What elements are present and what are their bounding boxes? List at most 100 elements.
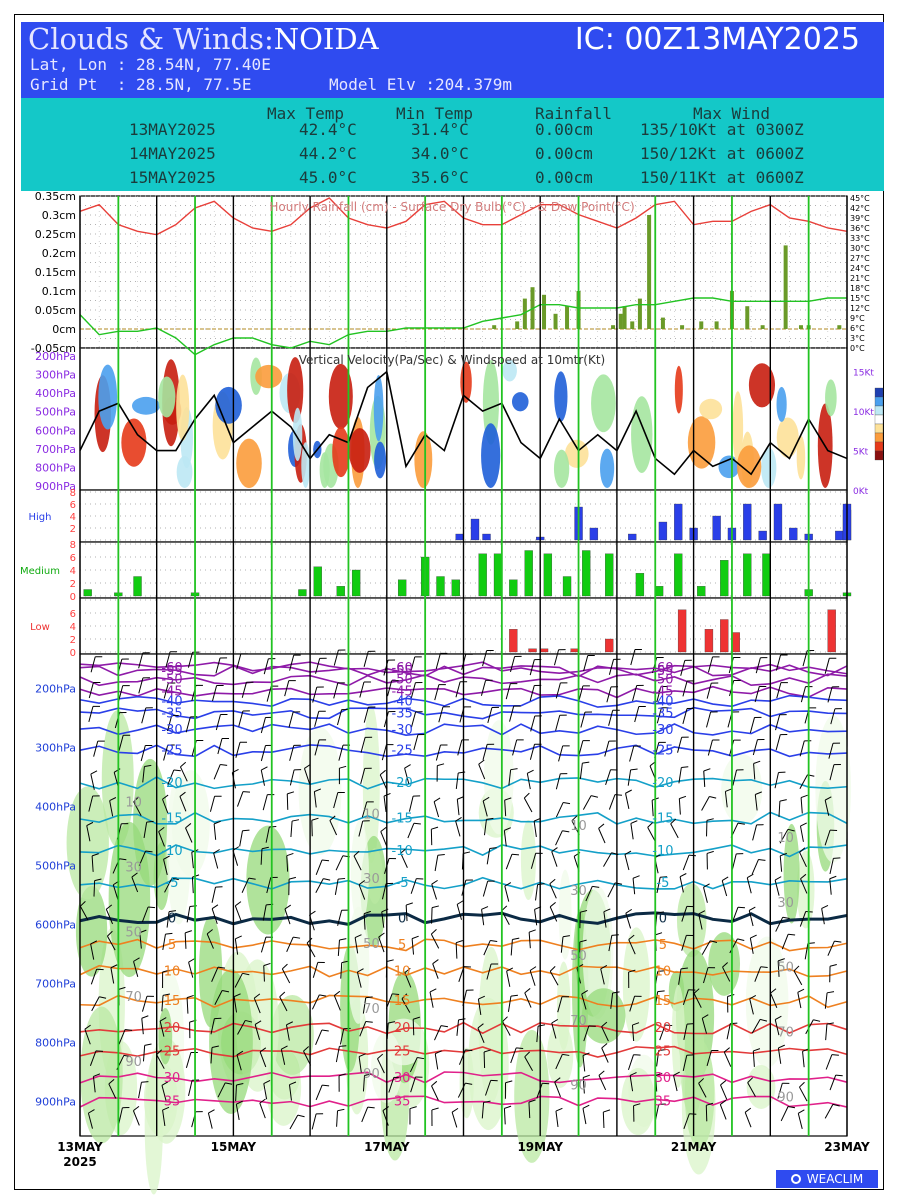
wind-barb bbox=[434, 1025, 442, 1041]
rain-tick-label: 0cm bbox=[52, 323, 76, 336]
vertical-velocity-blob bbox=[687, 416, 716, 469]
vv-pressure-label: 700hPa bbox=[35, 443, 76, 456]
row-min-temp: 35.6°C bbox=[411, 168, 469, 187]
wind-barb-flag bbox=[580, 910, 588, 913]
wind-barb bbox=[265, 826, 270, 843]
wind-barb bbox=[793, 970, 803, 986]
wind-barb bbox=[210, 1047, 213, 1064]
humidity-shading bbox=[556, 961, 571, 1051]
vertical-velocity-blob bbox=[328, 363, 353, 430]
wind-barb-flag bbox=[510, 768, 518, 771]
wind-barb bbox=[752, 824, 758, 841]
wind-barb bbox=[607, 882, 616, 898]
wind-barb-flag bbox=[502, 1016, 508, 1022]
wind-barb-flag bbox=[709, 796, 717, 799]
vertical-velocity-blob bbox=[121, 418, 147, 467]
wind-barb bbox=[477, 1027, 485, 1043]
wind-barb bbox=[726, 1023, 731, 1040]
wind-barb-flag bbox=[162, 794, 169, 800]
wind-barb-flag bbox=[592, 885, 600, 888]
wind-barb bbox=[312, 686, 318, 703]
wind-barb bbox=[163, 682, 169, 699]
wind-barb bbox=[163, 859, 168, 875]
wind-barb-flag bbox=[583, 1074, 590, 1078]
vertical-velocity-blob bbox=[482, 360, 499, 445]
vertical-velocity-blob bbox=[761, 447, 777, 488]
wind-barb-flag bbox=[456, 900, 464, 905]
wind-barb-flag bbox=[655, 932, 663, 936]
wind-barb-flag bbox=[225, 1082, 233, 1085]
wind-barb bbox=[583, 655, 589, 672]
wind-barb-flag bbox=[378, 932, 385, 938]
wind-barb-flag bbox=[242, 829, 250, 832]
wind-barb-flag bbox=[99, 996, 107, 999]
isotherm-label: -10 bbox=[161, 844, 182, 859]
wind-barb-flag bbox=[505, 1080, 513, 1084]
wind-barb bbox=[682, 1055, 688, 1071]
wind-barb-flag bbox=[253, 993, 261, 999]
vertical-velocity-blob bbox=[600, 448, 615, 489]
wind-barb-flag bbox=[163, 855, 170, 860]
wind-barb bbox=[259, 1051, 267, 1068]
wind-barb-flag bbox=[413, 822, 421, 825]
isotherm-label: -30 bbox=[161, 723, 182, 738]
wind-barb-flag bbox=[161, 1081, 169, 1086]
wind-barb-flag bbox=[504, 827, 511, 831]
wind-barb-flag bbox=[339, 938, 347, 941]
cloud-level-label: Medium bbox=[20, 566, 60, 577]
humidity-shading bbox=[362, 705, 380, 864]
wind-barb bbox=[79, 905, 89, 921]
vertical-velocity-blob bbox=[374, 441, 387, 479]
humidity-shading bbox=[158, 1007, 173, 1065]
cloud-bar bbox=[470, 518, 480, 541]
wind-barb bbox=[340, 962, 343, 979]
wind-barb-flag bbox=[84, 1024, 91, 1030]
wind-barb bbox=[435, 744, 441, 761]
wind-barb-flag bbox=[217, 966, 226, 969]
wind-barb bbox=[775, 916, 784, 932]
row-max-temp: 45.0°C bbox=[299, 168, 357, 187]
wind-barb-flag bbox=[799, 1081, 805, 1088]
wind-barb bbox=[774, 1019, 780, 1036]
vertical-velocity-blob bbox=[292, 407, 303, 462]
wind-barb bbox=[481, 1102, 485, 1119]
wind-barb bbox=[381, 744, 387, 761]
wind-barb bbox=[554, 1081, 561, 1097]
humidity-label: 30 bbox=[777, 896, 794, 911]
wind-barb-flag bbox=[133, 957, 140, 962]
wind-barb bbox=[353, 855, 362, 871]
wind-barb bbox=[387, 680, 393, 697]
wind-barb-flag bbox=[630, 768, 638, 771]
wind-barb-flag bbox=[431, 1080, 438, 1087]
rain-bar bbox=[660, 317, 665, 329]
wind-barb-flag bbox=[90, 940, 98, 945]
wind-barb bbox=[260, 936, 267, 953]
isotherm-label: 10 bbox=[164, 965, 181, 980]
wind-barb bbox=[682, 708, 688, 725]
wind-barb-flag bbox=[770, 988, 777, 994]
wind-barb bbox=[434, 1053, 439, 1070]
rain-bar bbox=[783, 245, 788, 329]
cloud-level-label: Low bbox=[30, 622, 50, 633]
wind-barb bbox=[233, 996, 238, 1013]
wind-barb bbox=[337, 939, 340, 956]
wind-barb-flag bbox=[516, 1047, 524, 1049]
wind-barb-flag bbox=[144, 764, 152, 768]
rain-bar bbox=[798, 325, 803, 329]
vertical-velocity-blob bbox=[825, 379, 837, 417]
wind-barb bbox=[306, 942, 316, 958]
wind-barb bbox=[90, 656, 96, 673]
wind-barb-flag bbox=[281, 963, 288, 970]
humidity-label: 30 bbox=[125, 860, 142, 875]
wind-barb-flag bbox=[598, 1070, 605, 1076]
wind-barb-flag bbox=[737, 938, 745, 941]
wind-barb bbox=[579, 763, 583, 780]
humidity-shading bbox=[679, 994, 705, 1117]
wind-barb bbox=[824, 658, 830, 674]
row-date: 14MAY2025 bbox=[129, 144, 216, 163]
wind-barb bbox=[162, 799, 169, 815]
wind-barb-flag bbox=[431, 879, 438, 885]
wind-barb-flag bbox=[555, 1107, 563, 1112]
wind-barb-flag bbox=[254, 1020, 262, 1025]
vertical-velocity-blob bbox=[674, 365, 683, 414]
